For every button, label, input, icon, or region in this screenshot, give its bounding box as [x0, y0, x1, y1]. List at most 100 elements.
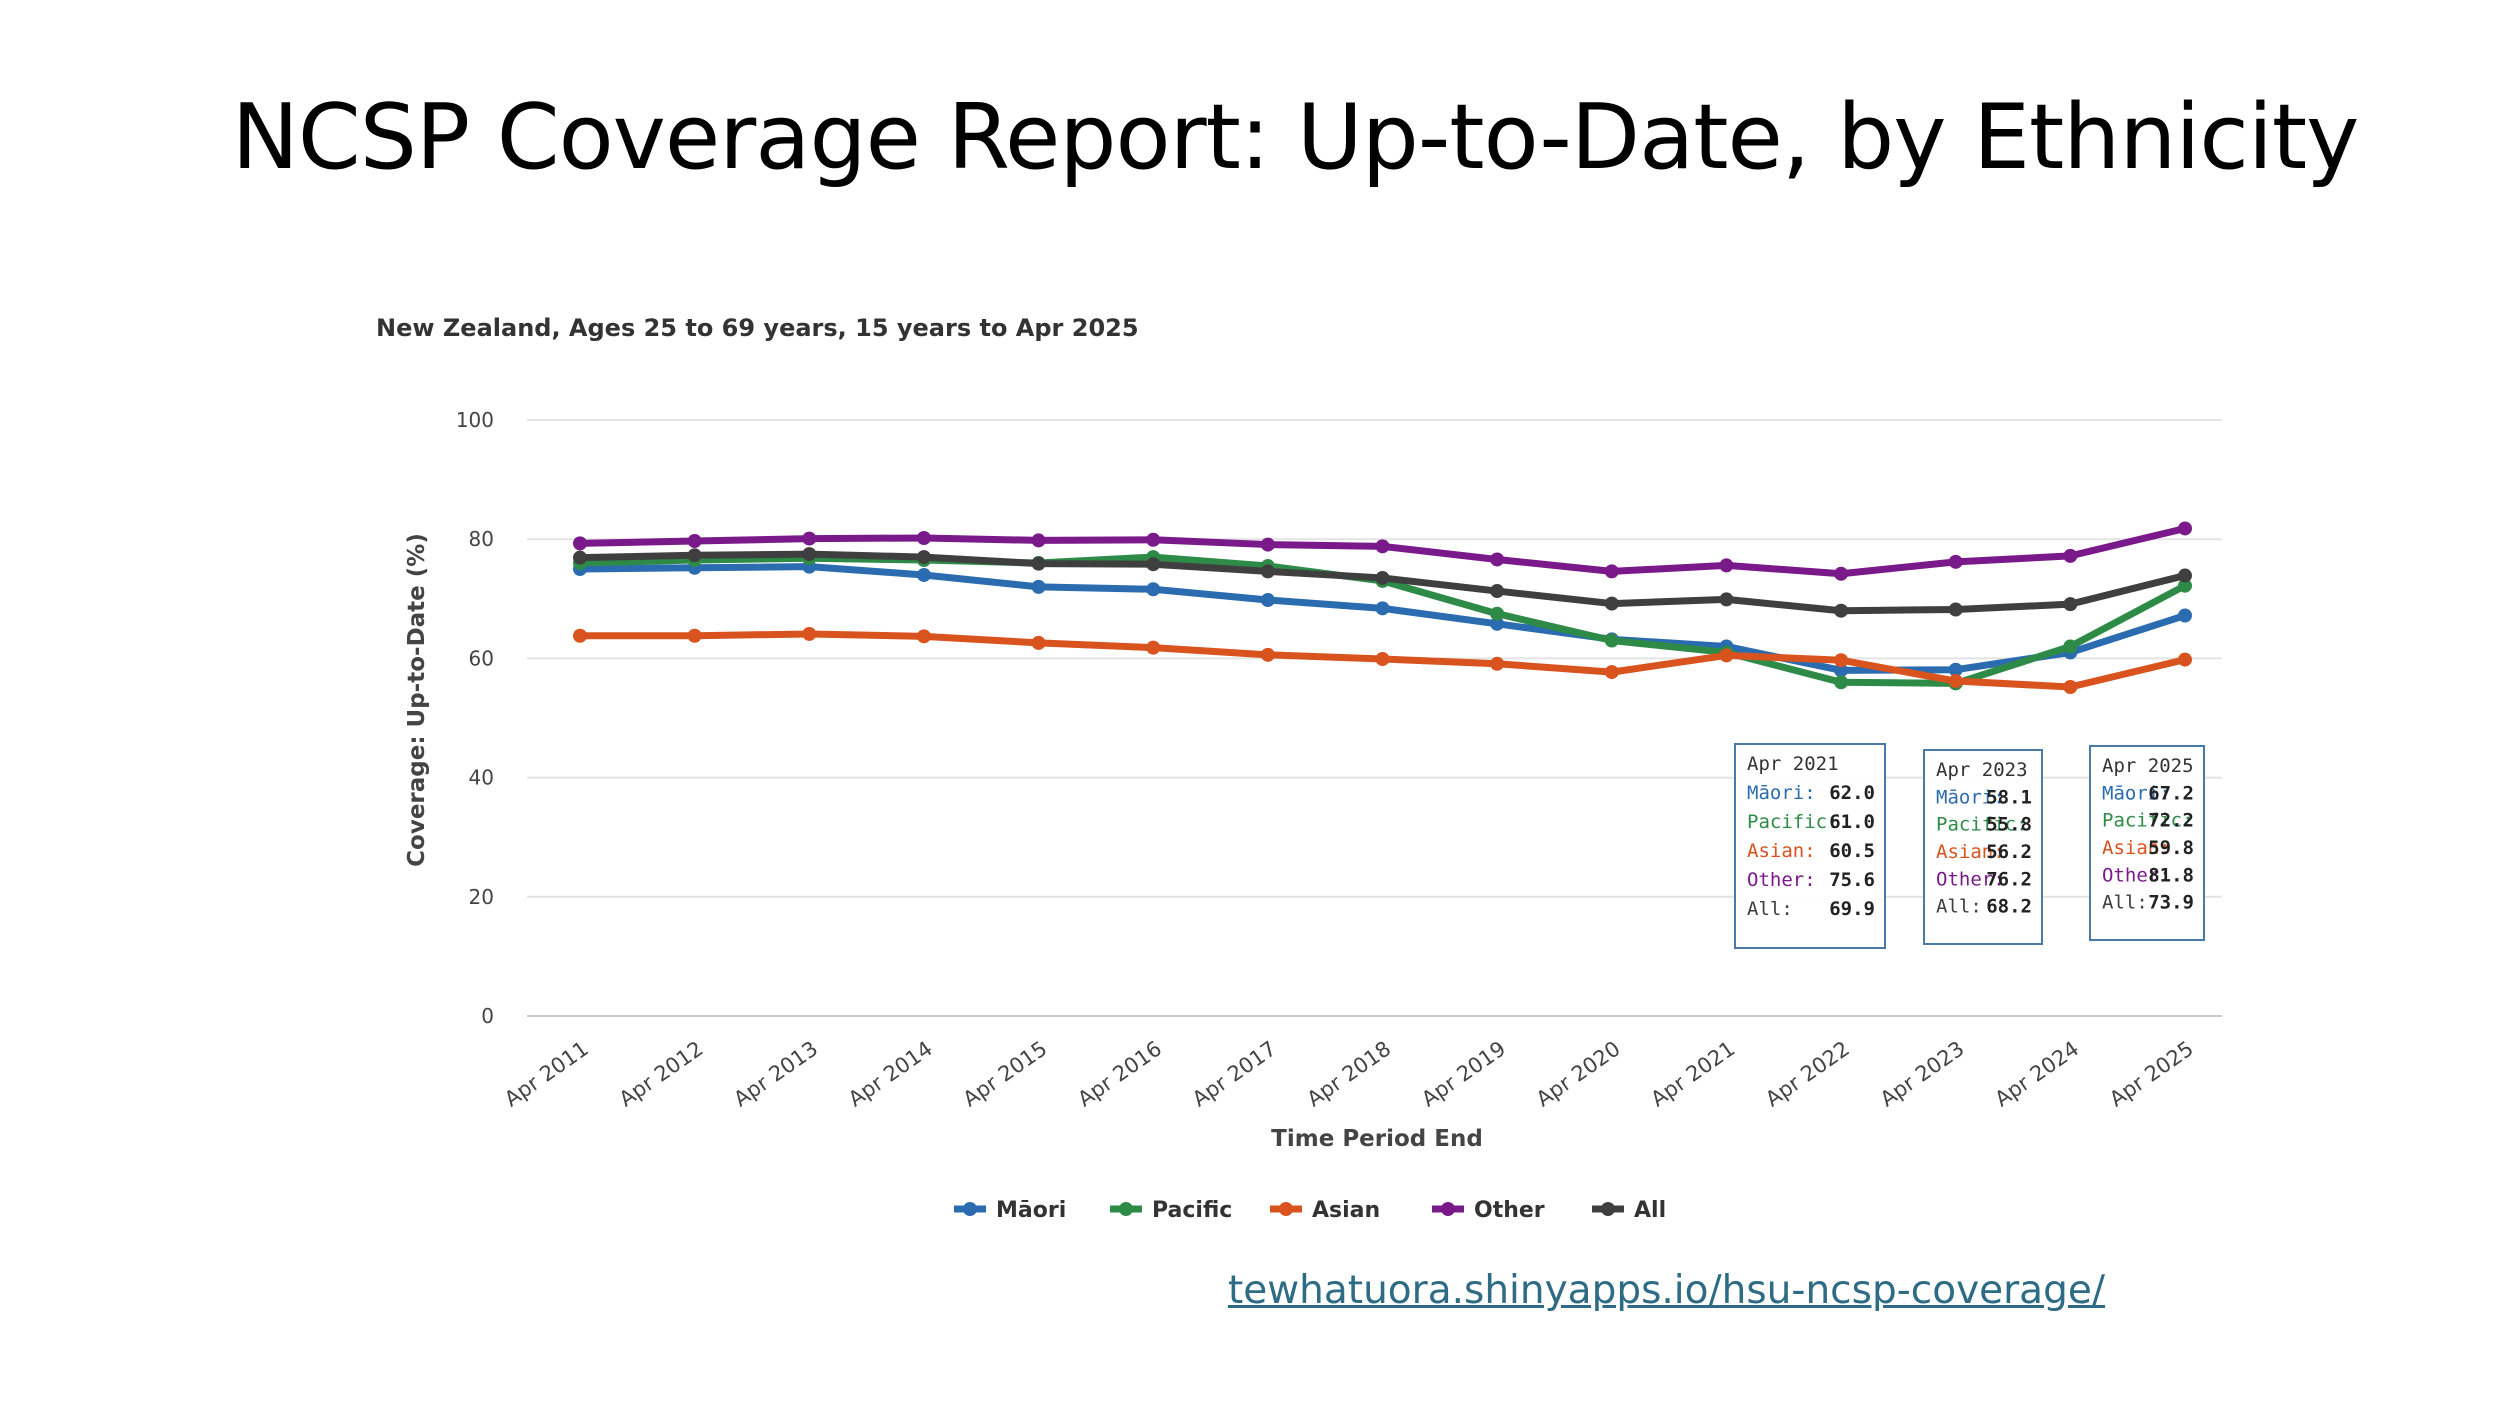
- data-point[interactable]: [1031, 579, 1046, 594]
- data-point[interactable]: [1031, 556, 1046, 571]
- source-link[interactable]: tewhatuora.shinyapps.io/hsu-ncsp-coverag…: [1228, 1268, 2105, 1313]
- data-point[interactable]: [916, 629, 931, 644]
- data-point[interactable]: [1146, 640, 1161, 655]
- data-point[interactable]: [802, 547, 817, 562]
- data-point[interactable]: [916, 531, 931, 546]
- data-point[interactable]: [802, 531, 817, 546]
- data-point[interactable]: [1031, 533, 1046, 548]
- data-point[interactable]: [1604, 633, 1619, 648]
- legend-item-0[interactable]: Māori: [954, 1198, 1066, 1223]
- tooltip-row-value: 59.8: [2148, 837, 2194, 859]
- data-point[interactable]: [1260, 537, 1275, 552]
- data-point[interactable]: [2178, 652, 2192, 667]
- series-lines: [573, 521, 2192, 695]
- data-point[interactable]: [1146, 582, 1161, 597]
- data-point[interactable]: [2063, 548, 2078, 563]
- legend-label: Pacific: [1152, 1198, 1232, 1223]
- chart-subtitle: New Zealand, Ages 25 to 69 years, 15 yea…: [376, 314, 1139, 342]
- data-point[interactable]: [1146, 532, 1161, 547]
- legend-swatch-dot: [1119, 1202, 1133, 1216]
- legend-item-4[interactable]: All: [1592, 1198, 1666, 1223]
- tooltip-row-label: Pacific:: [1936, 814, 2028, 836]
- data-point[interactable]: [2178, 521, 2192, 536]
- legend-label: Asian: [1312, 1198, 1380, 1223]
- data-point[interactable]: [2178, 608, 2192, 623]
- tooltip-row-value: 67.2: [2148, 782, 2194, 804]
- x-tick-label: Apr 2018: [1303, 1036, 1396, 1111]
- x-tick-label: Apr 2022: [1761, 1036, 1854, 1111]
- data-point[interactable]: [1719, 558, 1734, 573]
- data-point[interactable]: [573, 628, 587, 643]
- data-point[interactable]: [2063, 680, 2078, 695]
- tooltip-row-value: 76.2: [1986, 868, 2032, 890]
- data-point[interactable]: [573, 550, 587, 565]
- data-point[interactable]: [1834, 603, 1849, 618]
- tooltip-row-value: 68.2: [1986, 896, 2032, 918]
- data-point[interactable]: [2178, 568, 2192, 583]
- data-point[interactable]: [1948, 674, 1963, 689]
- data-point[interactable]: [1948, 662, 1963, 677]
- tooltip-row-label: All:: [2102, 892, 2148, 914]
- data-point[interactable]: [1604, 596, 1619, 611]
- data-point[interactable]: [1604, 665, 1619, 680]
- tooltip-1: Apr 2023 Māori:58.1 Pacific:55.8 Asian:56.2…: [1923, 749, 2043, 945]
- data-point[interactable]: [1948, 602, 1963, 617]
- tooltip-box: [2089, 745, 2205, 941]
- legend-swatch-dot: [963, 1202, 977, 1216]
- data-point[interactable]: [1490, 584, 1505, 599]
- data-point[interactable]: [687, 628, 702, 643]
- data-point[interactable]: [1260, 592, 1275, 607]
- tooltip-row-label: Pacific:: [1747, 811, 1839, 833]
- chart-legend: Māori Pacific Asian Other All: [954, 1198, 1666, 1223]
- data-point[interactable]: [1375, 601, 1390, 616]
- data-point[interactable]: [802, 626, 817, 641]
- tooltip-row-label: Māori:: [1747, 782, 1816, 804]
- tooltip-row-label: Other:: [2102, 864, 2171, 886]
- legend-item-1[interactable]: Pacific: [1110, 1198, 1232, 1223]
- data-point[interactable]: [1031, 635, 1046, 650]
- data-point[interactable]: [1375, 539, 1390, 554]
- data-point[interactable]: [1490, 606, 1505, 621]
- data-point[interactable]: [1948, 554, 1963, 569]
- legend-swatch-dot: [1279, 1202, 1293, 1216]
- legend-item-2[interactable]: Asian: [1270, 1198, 1380, 1223]
- y-axis-label: Coverage: Up-to-Date (%): [404, 533, 430, 867]
- slide-title: NCSP Coverage Report: Up-to-Date, by Eth…: [231, 85, 2360, 190]
- data-point[interactable]: [916, 567, 931, 582]
- tooltip-row-value: 58.1: [1986, 786, 2032, 808]
- data-point[interactable]: [2063, 639, 2078, 654]
- tooltip-row-label: All:: [1747, 898, 1793, 920]
- data-point[interactable]: [2063, 597, 2078, 612]
- data-point[interactable]: [1719, 648, 1734, 663]
- data-point[interactable]: [573, 536, 587, 551]
- data-point[interactable]: [687, 533, 702, 548]
- x-tick-label: Apr 2014: [844, 1036, 937, 1111]
- data-point[interactable]: [1260, 647, 1275, 662]
- data-point[interactable]: [2178, 578, 2192, 593]
- data-point[interactable]: [1604, 564, 1619, 579]
- data-point[interactable]: [1834, 653, 1849, 668]
- data-point[interactable]: [1834, 566, 1849, 581]
- tooltip-row-value: 62.0: [1829, 782, 1875, 804]
- data-point[interactable]: [1375, 651, 1390, 666]
- data-point[interactable]: [687, 548, 702, 563]
- data-point[interactable]: [1490, 552, 1505, 567]
- tooltip-row-value: 81.8: [2148, 864, 2194, 886]
- legend-label: All: [1634, 1198, 1666, 1223]
- data-point[interactable]: [1490, 616, 1505, 631]
- data-point[interactable]: [916, 550, 931, 565]
- x-tick-label: Apr 2021: [1647, 1036, 1740, 1111]
- data-point[interactable]: [1146, 557, 1161, 572]
- data-point[interactable]: [1834, 663, 1849, 678]
- data-point[interactable]: [1719, 592, 1734, 607]
- tooltip-row-value: 55.8: [1986, 814, 2032, 836]
- data-point[interactable]: [1834, 675, 1849, 690]
- tooltip-row-value: 73.9: [2148, 892, 2194, 914]
- x-tick-label: Apr 2012: [615, 1036, 708, 1111]
- data-point[interactable]: [1490, 656, 1505, 671]
- data-point[interactable]: [1375, 570, 1390, 585]
- x-tick-label: Apr 2015: [959, 1036, 1052, 1111]
- data-point[interactable]: [1260, 564, 1275, 579]
- legend-label: Māori: [996, 1198, 1066, 1223]
- legend-item-3[interactable]: Other: [1432, 1198, 1545, 1223]
